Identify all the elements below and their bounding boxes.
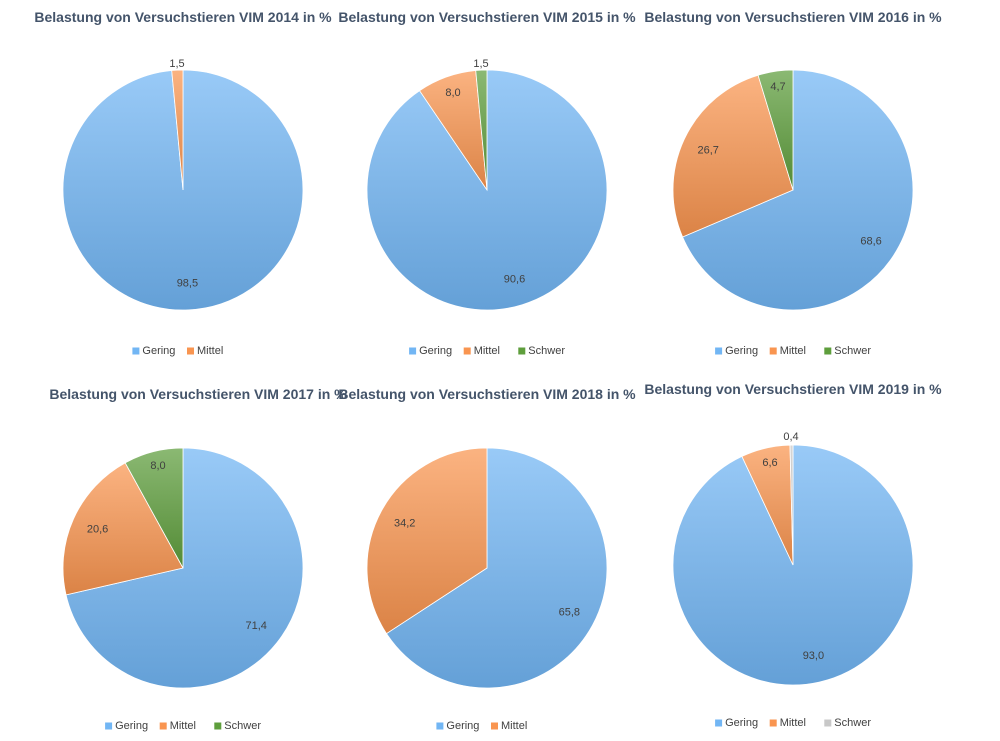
data-label-gering: 98,5 bbox=[177, 277, 198, 289]
legend-swatch-schwer bbox=[214, 722, 222, 730]
chart-title: Belastung von Versuchstieren VIM 2015 in… bbox=[338, 9, 636, 25]
chart-title: Belastung von Versuchstieren VIM 2016 in… bbox=[644, 9, 942, 25]
pie-slice-mittel bbox=[171, 69, 184, 191]
pie-slice-schwer bbox=[757, 69, 794, 191]
pie-slice-gering bbox=[672, 444, 914, 686]
legend-swatch-mittel bbox=[491, 722, 498, 730]
legend-label-schwer: Schwer bbox=[834, 345, 871, 357]
pie-slice-schwer bbox=[124, 447, 184, 569]
data-label-mittel: 1,5 bbox=[169, 58, 184, 70]
legend: Gering Mittel Schwer bbox=[409, 345, 565, 357]
pie-slice-schwer bbox=[789, 444, 794, 566]
data-label-gering: 93,0 bbox=[803, 650, 824, 662]
pie-chart-2019: Belastung von Versuchstieren VIM 2019 in… bbox=[644, 381, 942, 729]
legend-label-schwer: Schwer bbox=[224, 720, 261, 732]
legend: Gering Mittel Schwer bbox=[715, 345, 871, 357]
chart-title: Belastung von Versuchstieren VIM 2019 in… bbox=[644, 381, 942, 397]
legend: Gering Mittel bbox=[132, 345, 223, 357]
data-label-mittel: 20,6 bbox=[87, 524, 108, 536]
pie-slice-mittel bbox=[366, 447, 488, 635]
legend-label-mittel: Mittel bbox=[197, 345, 223, 357]
legend-swatch-gering bbox=[715, 347, 723, 355]
legend-swatch-schwer bbox=[824, 347, 832, 355]
legend-swatch-mittel bbox=[159, 722, 167, 730]
legend-label-gering: Gering bbox=[446, 720, 479, 732]
pie-slice-mittel bbox=[672, 74, 794, 238]
legend-label-mittel: Mittel bbox=[170, 720, 196, 732]
pie-chart-2015: Belastung von Versuchstieren VIM 2015 in… bbox=[338, 9, 636, 357]
pie-chart-2014: Belastung von Versuchstieren VIM 2014 in… bbox=[34, 9, 332, 357]
pie-slice-gering bbox=[385, 447, 608, 689]
pie-chart-2018: Belastung von Versuchstieren VIM 2018 in… bbox=[338, 386, 636, 732]
data-label-gering: 65,8 bbox=[559, 607, 580, 619]
data-label-gering: 68,6 bbox=[860, 236, 881, 248]
legend: Gering Mittel Schwer bbox=[105, 720, 261, 732]
data-label-mittel: 26,7 bbox=[697, 144, 718, 156]
chart-title: Belastung von Versuchstieren VIM 2018 in… bbox=[338, 386, 636, 402]
legend-label-gering: Gering bbox=[419, 345, 452, 357]
pie-slice-schwer bbox=[475, 69, 488, 191]
legend-swatch-gering bbox=[409, 347, 417, 355]
chart-title: Belastung von Versuchstieren VIM 2014 in… bbox=[34, 9, 332, 25]
legend-swatch-mittel bbox=[463, 347, 471, 355]
legend-swatch-schwer bbox=[824, 719, 832, 727]
pie-slice-mittel bbox=[62, 462, 184, 596]
data-label-schwer: 4,7 bbox=[770, 81, 785, 93]
legend-swatch-gering bbox=[715, 719, 723, 727]
data-label-schwer: 8,0 bbox=[150, 460, 165, 472]
legend-swatch-gering bbox=[132, 347, 140, 355]
legend-label-mittel: Mittel bbox=[474, 345, 500, 357]
data-label-mittel: 8,0 bbox=[445, 87, 460, 99]
legend: Gering Mittel bbox=[436, 720, 527, 732]
legend-swatch-mittel bbox=[769, 347, 777, 355]
legend-swatch-gering bbox=[105, 722, 113, 730]
legend-swatch-gering bbox=[436, 722, 444, 730]
legend-label-gering: Gering bbox=[725, 345, 758, 357]
legend-label-mittel: Mittel bbox=[501, 720, 527, 732]
pie-chart-2016: Belastung von Versuchstieren VIM 2016 in… bbox=[644, 9, 942, 357]
data-label-schwer: 1,5 bbox=[473, 58, 488, 70]
legend-swatch-mittel bbox=[769, 719, 777, 727]
data-label-mittel: 34,2 bbox=[394, 517, 415, 529]
legend-label-schwer: Schwer bbox=[528, 345, 565, 357]
pie-slice-gering bbox=[366, 69, 608, 311]
legend-label-gering: Gering bbox=[142, 345, 175, 357]
legend: Gering Mittel Schwer bbox=[715, 717, 871, 729]
legend-swatch-mittel bbox=[187, 347, 194, 355]
legend-label-mittel: Mittel bbox=[780, 717, 806, 729]
pie-slice-gering bbox=[65, 447, 304, 689]
pie-chart-2017: Belastung von Versuchstieren VIM 2017 in… bbox=[49, 386, 347, 732]
data-label-mittel: 6,6 bbox=[762, 457, 777, 469]
data-label-schwer: 0,4 bbox=[783, 431, 798, 443]
legend-label-schwer: Schwer bbox=[834, 717, 871, 729]
chart-title: Belastung von Versuchstieren VIM 2017 in… bbox=[49, 386, 347, 402]
data-label-gering: 90,6 bbox=[504, 273, 525, 285]
legend-swatch-schwer bbox=[518, 347, 526, 355]
legend-label-gering: Gering bbox=[115, 720, 148, 732]
legend-label-gering: Gering bbox=[725, 717, 758, 729]
pie-slice-gering bbox=[682, 69, 914, 311]
legend-label-mittel: Mittel bbox=[780, 345, 806, 357]
data-label-gering: 71,4 bbox=[245, 620, 266, 632]
